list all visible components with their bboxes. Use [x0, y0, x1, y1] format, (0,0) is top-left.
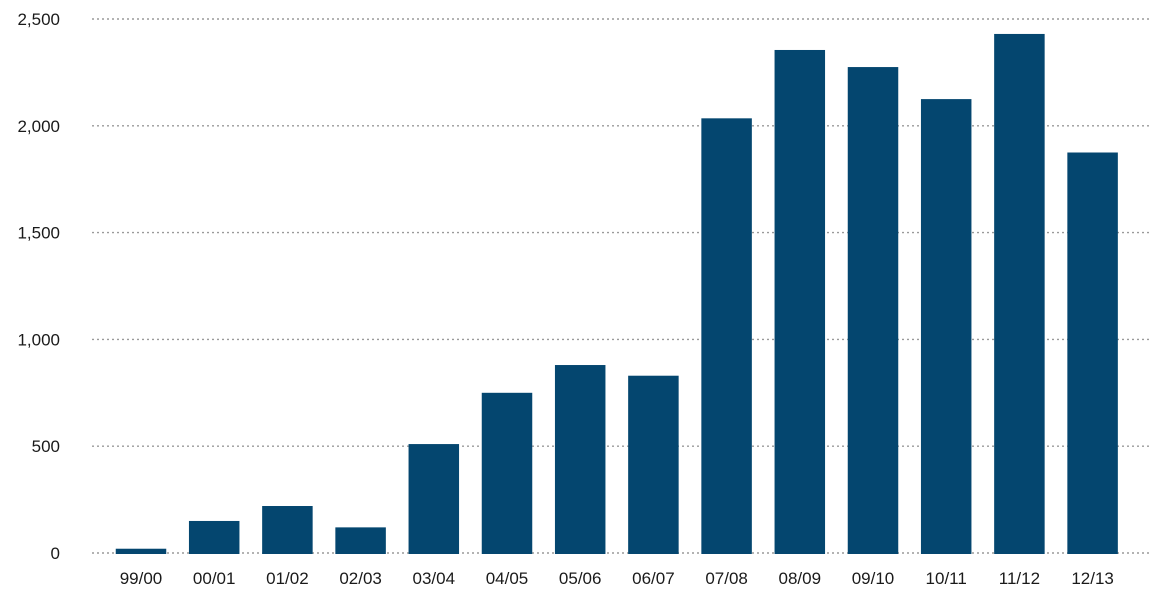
y-tick-label: 500	[32, 437, 60, 456]
x-tick-label: 06/07	[632, 569, 675, 588]
x-tick-label: 00/01	[193, 569, 236, 588]
bar-09-10	[847, 67, 899, 554]
x-tick-label: 04/05	[486, 569, 529, 588]
y-tick-label: 0	[51, 544, 60, 563]
bar-99-00	[115, 548, 167, 554]
y-axis-tick-labels: 0 500 1,000 1,500 2,000 2,500	[17, 10, 60, 563]
y-tick-label: 1,000	[17, 330, 60, 349]
x-tick-label: 11/12	[999, 569, 1040, 588]
x-tick-label: 07/08	[705, 569, 748, 588]
x-tick-label: 08/09	[779, 569, 822, 588]
x-tick-label: 05/06	[559, 569, 602, 588]
bar-03-04	[408, 444, 460, 554]
x-tick-label: 10/11	[926, 569, 967, 588]
x-tick-label: 12/13	[1071, 569, 1114, 588]
y-tick-label: 1,500	[17, 224, 60, 243]
bar-05-06	[554, 365, 606, 554]
bar-00-01	[188, 520, 240, 554]
x-tick-label: 03/04	[413, 569, 456, 588]
bar-08-09	[774, 49, 826, 555]
bar-02-03	[335, 527, 386, 554]
x-axis-tick-labels: 99/00 00/01 01/02 02/03 03/04 04/05 05/06 06/07…	[120, 569, 1114, 588]
bar-04-05	[481, 392, 533, 554]
bar-06-07	[628, 375, 679, 554]
bars	[115, 33, 1118, 555]
x-tick-label: 99/00	[120, 569, 163, 588]
bar-12-13	[1067, 152, 1118, 554]
y-tick-label: 2,000	[17, 117, 60, 136]
gridlines	[92, 18, 1150, 554]
x-tick-label: 02/03	[339, 569, 382, 588]
bar-01-02	[262, 506, 313, 554]
x-tick-label: 01/02	[266, 569, 309, 588]
x-tick-label: 09/10	[852, 569, 895, 588]
bar-07-08	[701, 118, 752, 554]
bar-10-11	[920, 99, 972, 554]
y-tick-label: 2,500	[17, 10, 60, 29]
bar-11-12	[994, 33, 1045, 554]
